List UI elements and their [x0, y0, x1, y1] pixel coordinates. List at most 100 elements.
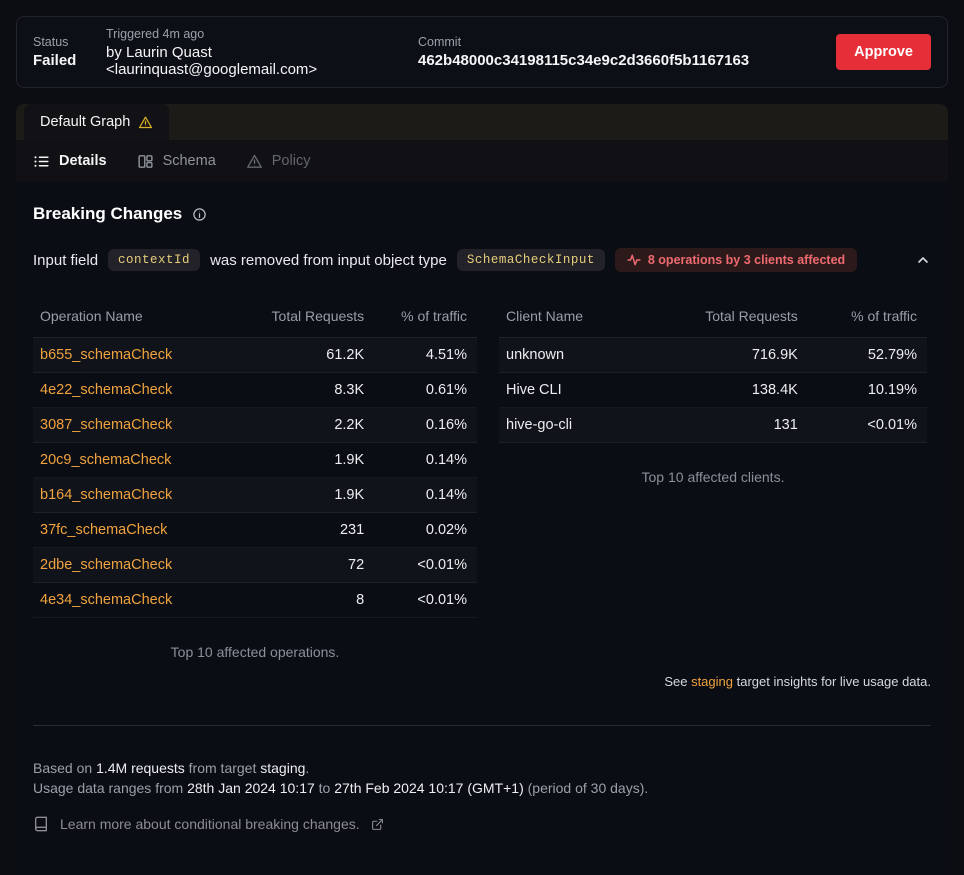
footer-text: from target — [184, 760, 261, 776]
footer-text: to — [314, 780, 335, 796]
operation-link[interactable]: b164_schemaCheck — [33, 477, 236, 513]
collapse-change-button[interactable] — [915, 252, 931, 268]
clients-table-body: unknown 716.9K 52.79% Hive CLI 138.4K 10… — [499, 337, 927, 443]
operation-link[interactable]: 2dbe_schemaCheck — [33, 547, 236, 583]
operation-link[interactable]: 3087_schemaCheck — [33, 407, 236, 443]
operations-table-header-row: Operation Name Total Requests % of traff… — [33, 298, 477, 338]
clients-col-header: Client Name — [499, 298, 647, 338]
operation-traffic-pct: 0.61% — [374, 372, 477, 408]
tab-schema-label: Schema — [162, 153, 216, 169]
operations-table: Operation Name Total Requests % of traff… — [33, 298, 477, 618]
footer-text: . — [305, 760, 310, 776]
operations-table-body: b655_schemaCheck 61.2K 4.51% 4e22_schema… — [33, 337, 477, 618]
operation-link[interactable]: 4e34_schemaCheck — [33, 582, 236, 618]
client-row: hive-go-cli 131 <0.01% — [499, 407, 927, 443]
clients-table-header-row: Client Name Total Requests % of traffic — [499, 298, 927, 338]
pulse-icon — [627, 254, 641, 266]
footer-date-to: 27th Feb 2024 10:17 (GMT+1) — [334, 780, 524, 796]
operation-total-requests: 8.3K — [235, 372, 375, 408]
triggered-author: by Laurin Quast <laurinquast@googlemail.… — [106, 43, 318, 78]
client-traffic-pct: 10.19% — [807, 372, 927, 408]
check-header-card: Status Failed Triggered 4m ago by Laurin… — [16, 16, 948, 88]
breaking-change-row: Input field contextId was removed from i… — [33, 248, 931, 272]
tab-default-graph[interactable]: Default Graph — [24, 104, 170, 140]
footer-line-requests: Based on 1.4M requests from target stagi… — [33, 758, 931, 778]
client-name-cell: hive-go-cli — [499, 407, 647, 443]
tab-policy-label: Policy — [271, 153, 311, 169]
change-text-middle: was removed from input object type — [210, 251, 447, 269]
tab-schema[interactable]: Schema — [137, 153, 216, 170]
tab-details[interactable]: Details — [33, 153, 107, 170]
operation-traffic-pct: 0.16% — [374, 407, 477, 443]
client-traffic-pct: <0.01% — [807, 407, 927, 443]
operation-total-requests: 1.9K — [235, 477, 375, 513]
operation-total-requests: 2.2K — [235, 407, 375, 443]
learn-more-label: Learn more about conditional breaking ch… — [60, 816, 360, 832]
client-total-requests: 716.9K — [646, 337, 808, 373]
operation-total-requests: 8 — [235, 582, 375, 618]
operation-row: 4e22_schemaCheck 8.3K 0.61% — [33, 372, 477, 408]
client-row: Hive CLI 138.4K 10.19% — [499, 372, 927, 408]
status-value: Failed — [33, 52, 77, 69]
book-icon — [35, 816, 47, 832]
chevron-up-icon — [918, 257, 928, 263]
operation-row: 37fc_schemaCheck 231 0.02% — [33, 512, 477, 548]
footer-target-name: staging — [260, 760, 306, 776]
client-name-cell: unknown — [499, 337, 647, 373]
clients-column: Client Name Total Requests % of traffic … — [499, 298, 927, 485]
operations-col-header: Total Requests — [235, 298, 375, 338]
external-link-icon — [371, 818, 383, 830]
learn-more-link[interactable]: Learn more about conditional breaking ch… — [33, 814, 931, 834]
footer-line-range: Usage data ranges from 28th Jan 2024 10:… — [33, 778, 931, 798]
operation-row: 2dbe_schemaCheck 72 <0.01% — [33, 547, 477, 583]
graph-tabstrip: Default Graph — [16, 104, 948, 140]
operation-row: 3087_schemaCheck 2.2K 0.16% — [33, 407, 477, 443]
operations-table-caption: Top 10 affected operations. — [170, 644, 340, 660]
operation-traffic-pct: 0.14% — [374, 477, 477, 513]
operation-link[interactable]: b655_schemaCheck — [33, 337, 236, 373]
schema-icon — [137, 154, 153, 168]
client-total-requests: 138.4K — [646, 372, 808, 408]
operations-col-header: Operation Name — [33, 298, 236, 338]
breaking-changes-title: Breaking Changes — [33, 204, 183, 223]
info-icon[interactable] — [192, 207, 207, 222]
operation-traffic-pct: <0.01% — [374, 547, 477, 583]
staging-insights-link[interactable]: staging — [691, 674, 733, 689]
affected-operations-badge[interactable]: 8 operations by 3 clients affected — [614, 248, 858, 272]
footer-date-from: 28th Jan 2024 10:17 — [187, 780, 315, 796]
commit-label: Commit — [418, 35, 462, 49]
type-code-chip: SchemaCheckInput — [456, 249, 605, 271]
status-label: Status — [33, 35, 69, 49]
clients-table: Client Name Total Requests % of traffic … — [499, 298, 927, 443]
insights-note: See staging target insights for live usa… — [33, 674, 931, 689]
operations-column: Operation Name Total Requests % of traff… — [33, 298, 477, 660]
affected-badge-label: 8 operations by 3 clients affected — [647, 253, 846, 267]
usage-footer: Based on 1.4M requests from target stagi… — [33, 758, 931, 834]
operation-link[interactable]: 37fc_schemaCheck — [33, 512, 236, 548]
tab-details-label: Details — [59, 153, 107, 169]
client-row: unknown 716.9K 52.79% — [499, 337, 927, 373]
operations-col-header: % of traffic — [374, 298, 477, 338]
footer-text: Based on — [33, 760, 97, 776]
approve-button[interactable]: Approve — [836, 34, 931, 70]
field-code-chip: contextId — [108, 249, 201, 271]
operation-row: 4e34_schemaCheck 8 <0.01% — [33, 582, 477, 618]
details-content: Breaking Changes Input field contextId w… — [16, 182, 948, 875]
operation-link[interactable]: 4e22_schemaCheck — [33, 372, 236, 408]
operation-link[interactable]: 20c9_schemaCheck — [33, 442, 236, 478]
operation-row: b655_schemaCheck 61.2K 4.51% — [33, 337, 477, 373]
insights-note-suffix: target insights for live usage data. — [732, 674, 931, 689]
operation-traffic-pct: 4.51% — [374, 337, 477, 373]
triggered-label: Triggered 4m ago — [106, 26, 205, 41]
footer-requests-count: 1.4M requests — [96, 760, 185, 776]
footer-text: Usage data ranges from — [33, 780, 188, 796]
client-name-cell: Hive CLI — [499, 372, 647, 408]
warning-triangle-icon — [138, 115, 153, 130]
clients-col-header: Total Requests — [646, 298, 808, 338]
change-text-prefix: Input field — [33, 251, 99, 269]
commit-hash: 462b48000c34198115c34e9c2d3660f5b1167163 — [418, 52, 750, 69]
operation-traffic-pct: 0.02% — [374, 512, 477, 548]
tab-policy[interactable]: Policy — [246, 153, 311, 170]
clients-col-header: % of traffic — [807, 298, 927, 338]
view-subtabs: Details Schema Policy — [16, 140, 948, 182]
